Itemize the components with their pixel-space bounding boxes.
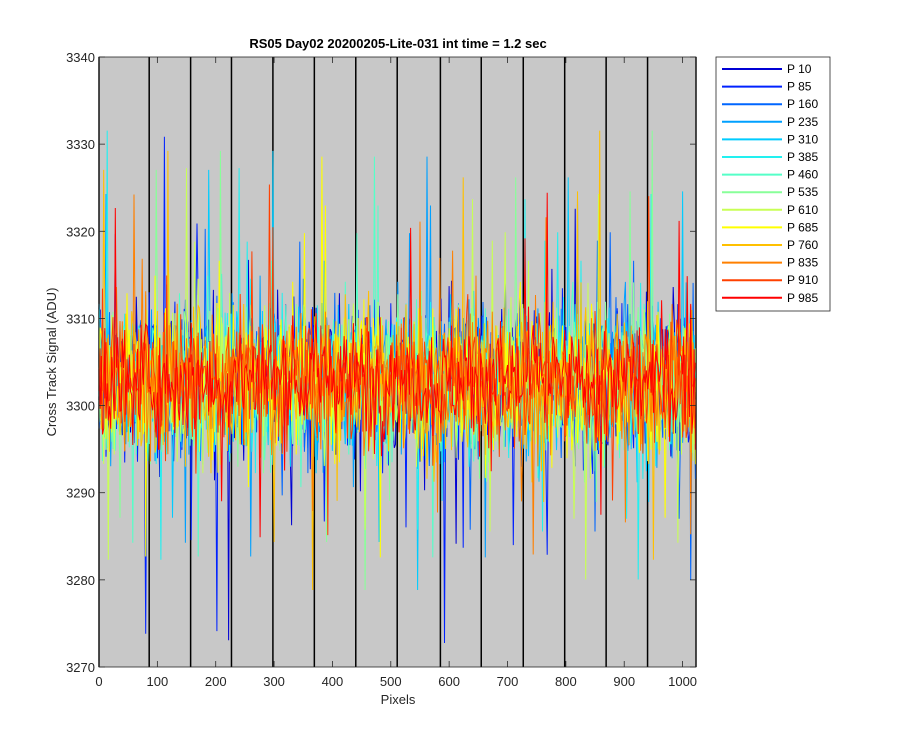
y-axis: 3270 3280 3290 3300 3310 3320 3330 3340: [66, 50, 696, 675]
x-tick-label: 400: [322, 674, 344, 689]
x-tick-label: 1000: [668, 674, 697, 689]
x-tick-label: 700: [497, 674, 519, 689]
chart-title: RS05 Day02 20200205-Lite-031 int time = …: [249, 36, 546, 51]
legend-label: P 310: [787, 132, 818, 146]
y-tick-label: 3280: [66, 573, 95, 588]
legend-box: [715, 56, 831, 312]
y-tick-label: 3330: [66, 137, 95, 152]
legend-label: P 685: [787, 220, 818, 234]
x-tick-label: 800: [555, 674, 577, 689]
legend-label: P 910: [787, 273, 818, 287]
legend-label: P 985: [787, 291, 818, 305]
legend-label: P 535: [787, 185, 818, 199]
series-line: [98, 192, 696, 538]
x-tick-label: 100: [147, 674, 169, 689]
legend-label: P 835: [787, 256, 818, 270]
y-tick-label: 3290: [66, 486, 95, 501]
legend-label: P 760: [787, 238, 818, 252]
legend-label: P 235: [787, 115, 818, 129]
series-layer: [98, 130, 696, 644]
legend-label: P 160: [787, 97, 818, 111]
plot-frame: [98, 56, 697, 668]
x-tick-label: 900: [613, 674, 635, 689]
x-tick-label: 600: [438, 674, 460, 689]
legend-label: P 385: [787, 150, 818, 164]
y-tick-label: 3340: [66, 50, 95, 65]
y-axis-label: Cross Track Signal (ADU): [44, 288, 59, 437]
legend-label: P 610: [787, 203, 818, 217]
legend: P 10 P 85 P 160 P 235 P 310 P 385 P 460 P 535 P …: [715, 56, 831, 312]
x-axis-label: Pixels: [381, 692, 416, 707]
x-tick-label: 200: [205, 674, 227, 689]
x-tick-label: 0: [95, 674, 102, 689]
y-tick-label: 3320: [66, 224, 95, 239]
y-tick-label: 3310: [66, 311, 95, 326]
x-tick-label: 500: [380, 674, 402, 689]
legend-label: P 10: [787, 62, 812, 76]
y-tick-label: 3270: [66, 660, 95, 675]
x-tick-label: 300: [263, 674, 285, 689]
y-tick-label: 3300: [66, 399, 95, 414]
legend-label: P 85: [787, 80, 812, 94]
legend-label: P 460: [787, 168, 818, 182]
x-axis: 0 100 200 300 400 500 600 700 800 900 1000: [95, 57, 697, 689]
